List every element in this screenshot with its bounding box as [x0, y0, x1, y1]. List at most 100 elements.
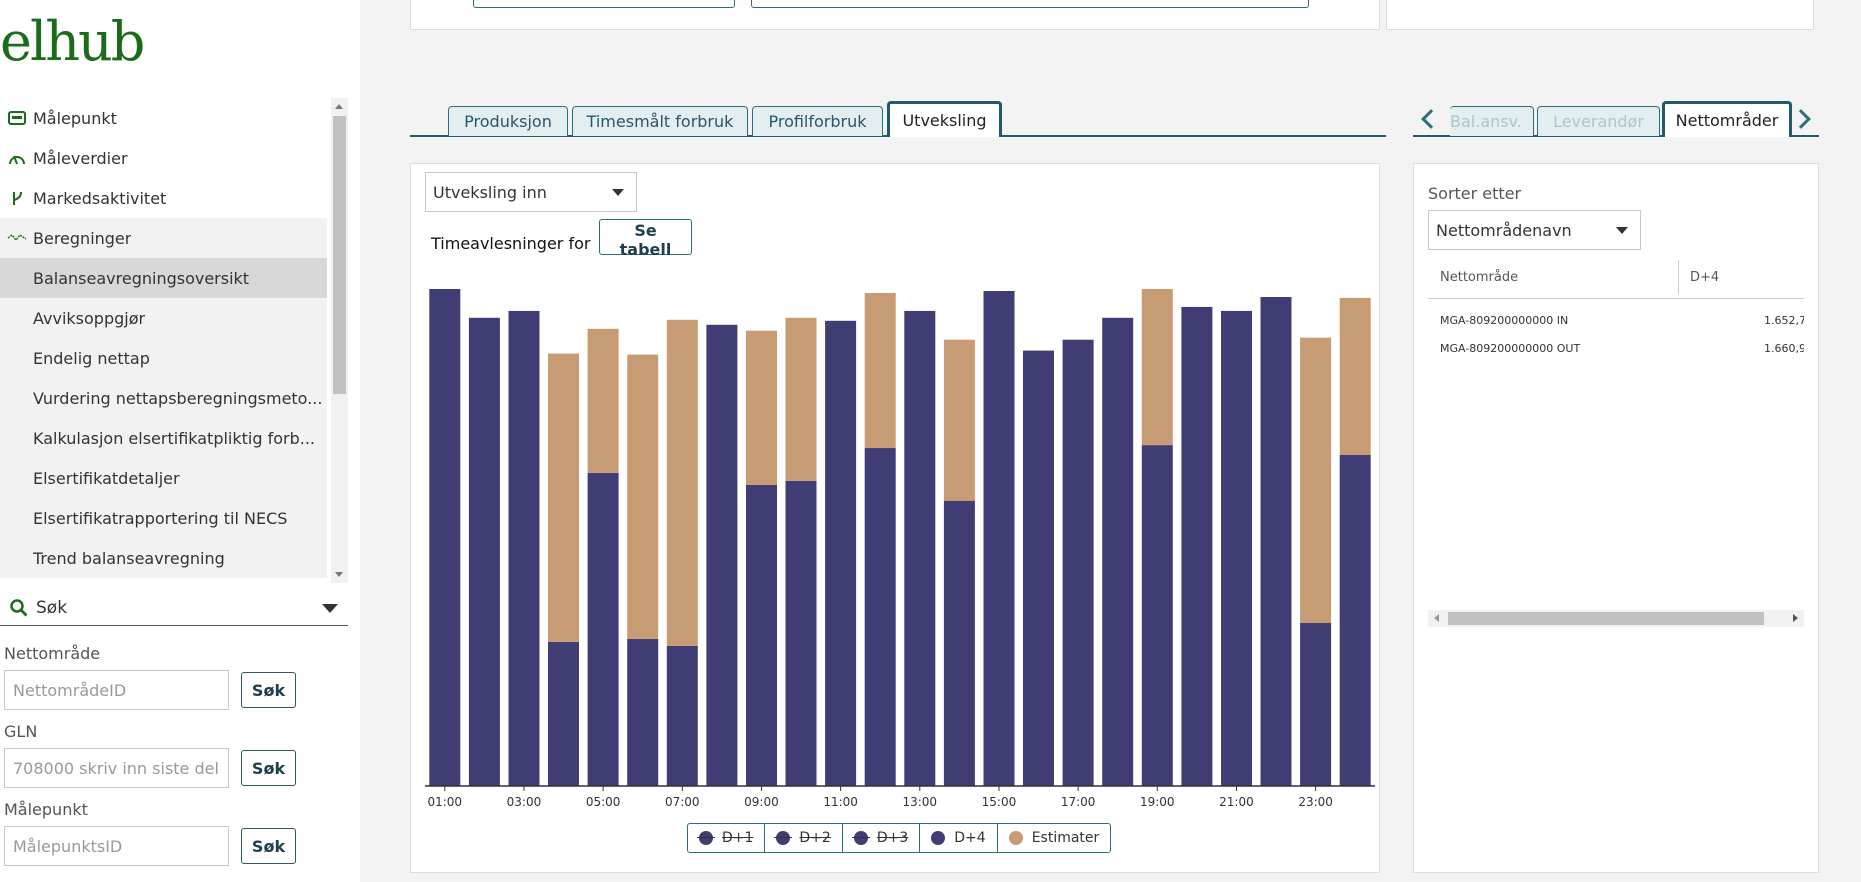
legend-item-d4[interactable]: D+4	[920, 824, 998, 852]
bar-estimater-2300[interactable]	[1300, 337, 1332, 623]
bar-estimater-1400[interactable]	[943, 339, 975, 501]
x-tick-label: 03:00	[507, 795, 542, 809]
scroll-down-arrow-icon[interactable]	[335, 572, 343, 577]
bar-d4-0100[interactable]	[429, 289, 461, 786]
scroll-left-arrow-icon[interactable]	[1434, 614, 1439, 622]
bar-estimater-2400[interactable]	[1339, 297, 1371, 455]
legend-item-d2[interactable]: D+2	[765, 824, 843, 852]
bar-d4-1400[interactable]	[943, 500, 975, 786]
chevron-left-icon[interactable]	[1421, 109, 1441, 129]
gln-search-button[interactable]: Søk	[241, 750, 296, 786]
sort-select[interactable]: Nettområdenavn	[1428, 210, 1641, 250]
net-areas-panel: Sorter etter Nettområdenavn Nettområde D…	[1413, 163, 1819, 873]
top-control-group-2[interactable]	[751, 0, 1309, 8]
row-nettomrade-name: MGA-809200000000 IN	[1440, 314, 1569, 327]
malepunkt-input[interactable]	[4, 826, 229, 866]
tab-leverandor[interactable]: Leverandør	[1537, 106, 1660, 136]
gln-input[interactable]	[4, 748, 229, 788]
sidebar-item-vurdering-nettap[interactable]: Vurdering nettapsberegningsmeto...	[0, 378, 327, 418]
bar-estimater-0700[interactable]	[666, 319, 698, 646]
bar-estimater-1900[interactable]	[1141, 289, 1173, 446]
x-tick-label: 19:00	[1140, 795, 1175, 809]
tab-bal-ansv[interactable]: Bal.ansv.	[1450, 106, 1534, 136]
bar-d4-2200[interactable]	[1260, 297, 1292, 786]
sidebar-scrollbar[interactable]	[331, 98, 348, 583]
tab-produksjon[interactable]: Produksjon	[448, 106, 568, 136]
legend-item-d1[interactable]: D+1	[688, 824, 766, 852]
bar-d4-2400[interactable]	[1339, 455, 1371, 786]
scroll-right-arrow-icon[interactable]	[1793, 614, 1798, 622]
sidebar-item-elsertifikatdetaljer[interactable]: Elsertifikatdetaljer	[0, 458, 327, 498]
legend-dot-icon	[774, 831, 793, 845]
column-separator[interactable]	[1678, 260, 1679, 294]
malepunkt-search-button[interactable]: Søk	[241, 828, 296, 864]
sidebar-item-avviksoppgjor[interactable]: Avviksoppgjør	[0, 298, 327, 338]
bar-estimater-1000[interactable]	[785, 317, 817, 481]
bar-d4-1900[interactable]	[1141, 445, 1173, 786]
column-header-nettomrade[interactable]: Nettområde	[1440, 270, 1519, 285]
sort-label: Sorter etter	[1428, 184, 1522, 203]
nettomrade-input[interactable]	[4, 670, 229, 710]
sidebar-item-elsertifikatrapportering[interactable]: Elsertifikatrapportering til NECS	[0, 498, 327, 538]
tab-utveksling[interactable]: Utveksling	[887, 101, 1002, 137]
malepunkt-label: Målepunkt	[4, 800, 88, 819]
bar-d4-0700[interactable]	[666, 645, 698, 786]
tab-timesmalt-forbruk[interactable]: Timesmålt forbruk	[572, 106, 748, 136]
scrollbar-thumb[interactable]	[333, 116, 346, 394]
bar-estimater-0600[interactable]	[627, 354, 659, 639]
bar-d4-2000[interactable]	[1181, 306, 1213, 786]
legend-label: D+3	[876, 830, 909, 846]
bar-d4-0400[interactable]	[548, 641, 579, 786]
bar-d4-1000[interactable]	[785, 480, 817, 786]
bar-d4-1500[interactable]	[983, 291, 1015, 786]
table-horizontal-scrollbar[interactable]	[1428, 610, 1804, 627]
bar-d4-0300[interactable]	[508, 310, 540, 786]
nettomrade-search-button[interactable]: Søk	[241, 672, 296, 708]
bar-estimater-1200[interactable]	[864, 293, 896, 449]
bar-d4-1600[interactable]	[1023, 350, 1054, 786]
sidebar-item-balanseavregningsoversikt[interactable]: Balanseavregningsoversikt	[0, 258, 327, 298]
tab-profilforbruk[interactable]: Profilforbruk	[752, 106, 883, 136]
sidebar-item-endelig-nettap[interactable]: Endelig nettap	[0, 338, 327, 378]
sidebar-item-kalkulasjon-elsertifikat[interactable]: Kalkulasjon elsertifikatpliktig forb...	[0, 418, 327, 458]
bar-d4-0800[interactable]	[706, 324, 738, 786]
top-control-group-1[interactable]	[473, 0, 735, 8]
exchange-type-select[interactable]: Utveksling inn	[425, 172, 637, 212]
sidebar-item-beregninger[interactable]: Beregninger	[0, 218, 327, 258]
sidebar-item-malepunkt[interactable]: Målepunkt	[0, 98, 327, 138]
right-tabbar-line	[1413, 135, 1819, 137]
bar-d4-0900[interactable]	[746, 484, 777, 786]
elhub-logo[interactable]: elhub	[0, 10, 145, 73]
see-table-button[interactable]: Se tabell	[599, 219, 692, 259]
table-row[interactable]: MGA-809200000000 OUT 1.660,96	[1428, 334, 1804, 362]
sidebar-item-markedsaktivitet[interactable]: Markedsaktivitet	[0, 178, 327, 218]
bar-estimater-0400[interactable]	[548, 353, 579, 642]
bar-d4-1300[interactable]	[904, 310, 936, 786]
legend-item-estimater[interactable]: Estimater	[998, 824, 1111, 852]
bar-estimater-0900[interactable]	[746, 330, 777, 485]
tab-nettomrader[interactable]: Nettområder	[1662, 101, 1792, 137]
bar-d4-0500[interactable]	[587, 472, 619, 786]
bar-d4-2300[interactable]	[1300, 623, 1332, 786]
chevron-down-icon[interactable]	[322, 604, 338, 613]
search-toggle[interactable]: Søk	[0, 590, 348, 626]
scrollbar-thumb[interactable]	[1448, 612, 1764, 625]
column-header-d4[interactable]: D+4	[1690, 270, 1720, 285]
bar-d4-1200[interactable]	[864, 448, 896, 786]
sidebar-item-trend-balanseavregning[interactable]: Trend balanseavregning	[0, 538, 327, 578]
bar-d4-1800[interactable]	[1102, 317, 1134, 786]
bar-d4-0200[interactable]	[468, 317, 500, 786]
chevron-right-icon[interactable]	[1791, 109, 1811, 129]
bar-d4-1100[interactable]	[825, 320, 857, 786]
sidebar-item-maleverdier[interactable]: Måleverdier	[0, 138, 327, 178]
legend-item-d3[interactable]: D+3	[843, 824, 921, 852]
table-row[interactable]: MGA-809200000000 IN 1.652,74	[1428, 306, 1804, 334]
bar-d4-1700[interactable]	[1062, 339, 1094, 786]
scroll-up-arrow-icon[interactable]	[335, 104, 343, 109]
legend-label: D+2	[799, 830, 831, 846]
net-areas-table: Nettområde D+4 MGA-809200000000 IN 1.652…	[1428, 254, 1804, 544]
x-tick-label: 13:00	[902, 795, 937, 809]
bar-d4-2100[interactable]	[1221, 310, 1252, 786]
bar-estimater-0500[interactable]	[587, 328, 619, 473]
bar-d4-0600[interactable]	[627, 638, 659, 786]
